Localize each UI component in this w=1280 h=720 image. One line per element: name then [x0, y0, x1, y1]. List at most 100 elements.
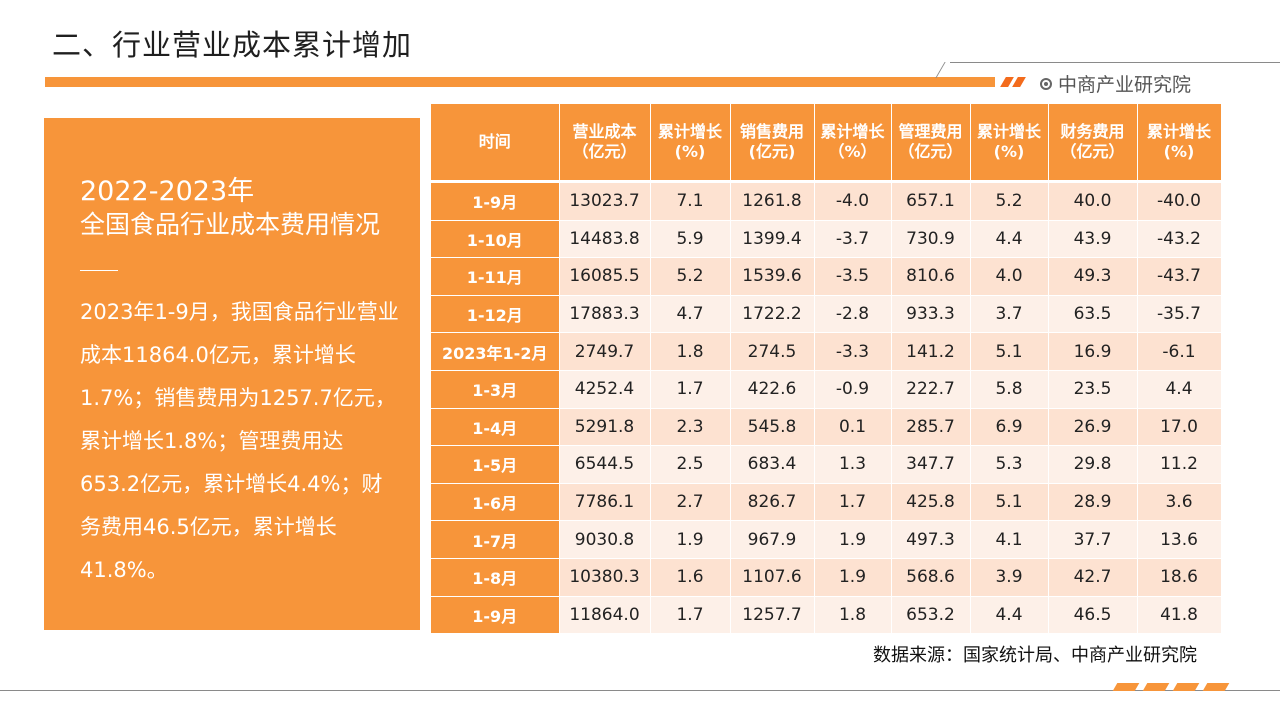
header-admin-expense-growth: 累计增长(%): [970, 104, 1049, 182]
page-title: 二、行业营业成本累计增加: [52, 28, 413, 62]
table-cell: -43.7: [1137, 257, 1222, 296]
panel-summary-text: 2023年1-9月，我国食品行业营业成本11864.0亿元，累计增长1.7%；销…: [80, 300, 399, 582]
table-row: 1-9月 13023.7 7.1 1261.8 -4.0 657.1 5.2 40.0 -40.…: [431, 180, 1222, 221]
table-cell: 1261.8: [730, 180, 815, 221]
cost-expense-table: 时间 营业成本（亿元） 累计增长(%) 销售费用(亿元) 累计增长（%） 管理费…: [431, 104, 1222, 634]
table-cell: 222.7: [891, 369, 971, 409]
table-cell: 26.9: [1048, 407, 1138, 446]
row-time-cell: 1-10月: [431, 219, 560, 258]
table-cell: -43.2: [1137, 219, 1222, 258]
table-cell: 730.9: [891, 219, 971, 258]
table-cell: 5.8: [970, 369, 1049, 409]
table-cell: 37.7: [1048, 520, 1138, 559]
table-cell: 683.4: [730, 445, 815, 484]
row-time-cell: 1-4月: [431, 407, 560, 446]
header-operating-cost: 营业成本（亿元）: [559, 104, 651, 182]
table-cell: 1.7: [650, 369, 731, 409]
target-icon: [1040, 77, 1052, 90]
table-cell: -3.3: [814, 332, 892, 371]
table-cell: 0.1: [814, 407, 892, 446]
row-time-cell: 1-5月: [431, 445, 560, 484]
table-cell: 3.9: [970, 557, 1049, 597]
table-cell: 810.6: [891, 257, 971, 296]
table-cell: 1399.4: [730, 219, 815, 258]
header-divider-slant: [935, 62, 946, 78]
table-cell: 1107.6: [730, 557, 815, 597]
table-cell: 422.6: [730, 369, 815, 409]
table-cell: -0.9: [814, 369, 892, 409]
table-cell: 5.2: [650, 257, 731, 296]
table-cell: 11864.0: [559, 595, 651, 634]
table-cell: 1.6: [650, 557, 731, 597]
table-cell: 6.9: [970, 407, 1049, 446]
table-cell: 7.1: [650, 180, 731, 221]
table-cell: 5291.8: [559, 407, 651, 446]
table-cell: 2.3: [650, 407, 731, 446]
brand-name: 中商产业研究院: [1058, 74, 1192, 96]
table-cell: 1.9: [814, 520, 892, 559]
table-cell: 2.5: [650, 445, 731, 484]
row-time-cell: 1-6月: [431, 482, 560, 521]
row-time-cell: 1-12月: [431, 294, 560, 333]
table-cell: 1722.2: [730, 294, 815, 333]
table-cell: -2.8: [814, 294, 892, 333]
table-cell: 933.3: [891, 294, 971, 333]
header-admin-expense: 管理费用（亿元）: [891, 104, 971, 182]
table-cell: 1.8: [814, 595, 892, 634]
table-cell: 2.7: [650, 482, 731, 521]
header-operating-cost-growth: 累计增长(%): [650, 104, 731, 182]
title-underline-bar: [45, 77, 995, 87]
table-row: 1-11月 16085.5 5.2 1539.6 -3.5 810.6 4.0 49.3 -43…: [431, 257, 1222, 296]
table-cell: 16085.5: [559, 257, 651, 296]
footer-stripe: [1142, 683, 1170, 691]
table-cell: -3.7: [814, 219, 892, 258]
table-row: 1-7月 9030.8 1.9 967.9 1.9 497.3 4.1 37.7 13.6: [431, 520, 1222, 559]
table-cell: 4.4: [1137, 369, 1222, 409]
table-cell: 1.9: [650, 520, 731, 559]
table-cell: 7786.1: [559, 482, 651, 521]
data-source: 数据来源：国家统计局、中商产业研究院: [873, 645, 1197, 666]
table-cell: 347.7: [891, 445, 971, 484]
brand-logo: 中商产业研究院: [1040, 70, 1191, 97]
table-cell: 6544.5: [559, 445, 651, 484]
table-cell: 274.5: [730, 332, 815, 371]
header-finance-expense: 财务费用（亿元）: [1048, 104, 1138, 182]
table-cell: 23.5: [1048, 369, 1138, 409]
table-cell: 18.6: [1137, 557, 1222, 597]
table-cell: -3.5: [814, 257, 892, 296]
table-cell: 4.1: [970, 520, 1049, 559]
table-cell: 49.3: [1048, 257, 1138, 296]
table-cell: 2749.7: [559, 332, 651, 371]
table-cell: 29.8: [1048, 445, 1138, 484]
row-time-cell: 1-9月: [431, 180, 560, 221]
footer-stripe: [1112, 683, 1140, 691]
table-cell: 17883.3: [559, 294, 651, 333]
table-cell: 63.5: [1048, 294, 1138, 333]
footer-stripe: [1172, 683, 1200, 691]
summary-panel: 2022-2023年 全国食品行业成本费用情况 2023年1-9月，我国食品行业…: [44, 118, 420, 630]
table-cell: 17.0: [1137, 407, 1222, 446]
header-sales-expense-growth: 累计增长（%）: [814, 104, 892, 182]
table-cell: 653.2: [891, 595, 971, 634]
accent-stripe: [1012, 77, 1026, 87]
table-cell: 1.7: [814, 482, 892, 521]
table-cell: 43.9: [1048, 219, 1138, 258]
table-row: 1-6月 7786.1 2.7 826.7 1.7 425.8 5.1 28.9 3.6: [431, 482, 1222, 521]
table-cell: 967.9: [730, 520, 815, 559]
table-cell: 657.1: [891, 180, 971, 221]
table-cell: 42.7: [1048, 557, 1138, 597]
table-cell: 826.7: [730, 482, 815, 521]
panel-divider: [80, 270, 118, 271]
table-cell: 5.1: [970, 332, 1049, 371]
table-cell: 9030.8: [559, 520, 651, 559]
table-cell: 545.8: [730, 407, 815, 446]
table-cell: 568.6: [891, 557, 971, 597]
table-cell: 4.4: [970, 219, 1049, 258]
row-time-cell: 1-9月: [431, 595, 560, 634]
table-cell: 5.2: [970, 180, 1049, 221]
table-cell: 1539.6: [730, 257, 815, 296]
table-row: 1-8月 10380.3 1.6 1107.6 1.9 568.6 3.9 42.7 18.6: [431, 557, 1222, 597]
table-row: 2023年1-2月 2749.7 1.8 274.5 -3.3 141.2 5.1 16.9-…: [431, 332, 1222, 371]
table-cell: 14483.8: [559, 219, 651, 258]
row-time-cell: 2023年1-2月: [431, 332, 560, 371]
